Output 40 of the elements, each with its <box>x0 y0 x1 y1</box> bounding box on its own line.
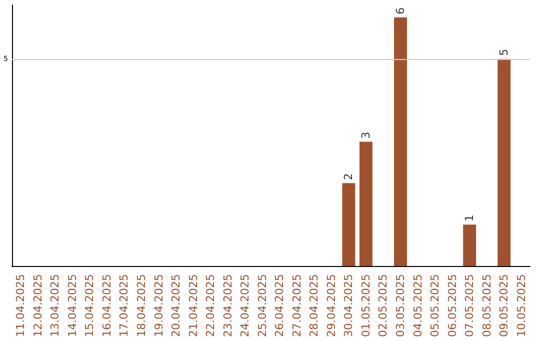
x-tick-label: 27.04.2025 <box>290 274 304 338</box>
x-tick-label: 05.05.2025 <box>428 274 442 338</box>
bar <box>359 142 372 266</box>
x-tick-label: 20.04.2025 <box>170 274 183 338</box>
x-tick-label: 01.05.2025 <box>359 274 372 338</box>
bar <box>342 183 356 266</box>
x-tick-label: 25.04.2025 <box>256 274 269 338</box>
x-tick-label: 22.04.2025 <box>204 274 218 338</box>
x-tick-label: 30.04.2025 <box>342 274 356 338</box>
x-tick-label: 23.04.2025 <box>221 274 234 338</box>
x-tick-label: 16.04.2025 <box>100 274 114 338</box>
x-tick-label: 18.04.2025 <box>135 274 148 338</box>
x-tick-label: 03.05.2025 <box>394 274 407 338</box>
x-tick-label: 15.04.2025 <box>83 274 96 338</box>
x-tick-label: 24.04.2025 <box>238 274 252 338</box>
x-tick-label: 12.04.2025 <box>31 274 44 338</box>
x-tick-label: 14.04.2025 <box>66 274 79 338</box>
data-label: 3 <box>359 132 372 139</box>
x-tick-label: 29.04.2025 <box>324 274 338 338</box>
x-tick-label: 08.05.2025 <box>480 274 494 338</box>
x-tick-label: 17.04.2025 <box>118 274 131 338</box>
data-label: 1 <box>463 214 476 222</box>
x-tick-label: 06.05.2025 <box>446 274 459 338</box>
data-label: 5 <box>498 48 511 56</box>
x-tick-label: 09.05.2025 <box>498 274 511 338</box>
x-tick-label: 07.05.2025 <box>463 274 476 338</box>
x-tick-label: 19.04.2025 <box>152 274 166 338</box>
x-tick-label: 13.04.2025 <box>48 274 62 338</box>
bar <box>463 224 476 266</box>
data-label: 6 <box>394 7 407 14</box>
x-tick-label: 26.04.2025 <box>273 274 286 338</box>
x-tick-label: 10.05.2025 <box>514 274 528 338</box>
x-tick-label: 21.04.2025 <box>186 274 200 338</box>
data-label: 2 <box>342 173 356 180</box>
x-tick-label: 28.04.2025 <box>308 274 321 338</box>
bar <box>394 17 407 266</box>
x-tick-label: 02.05.2025 <box>376 274 390 338</box>
x-tick-label: 04.05.2025 <box>411 274 424 338</box>
x-tick-label: 11.04.2025 <box>14 274 28 338</box>
bar <box>498 58 511 266</box>
